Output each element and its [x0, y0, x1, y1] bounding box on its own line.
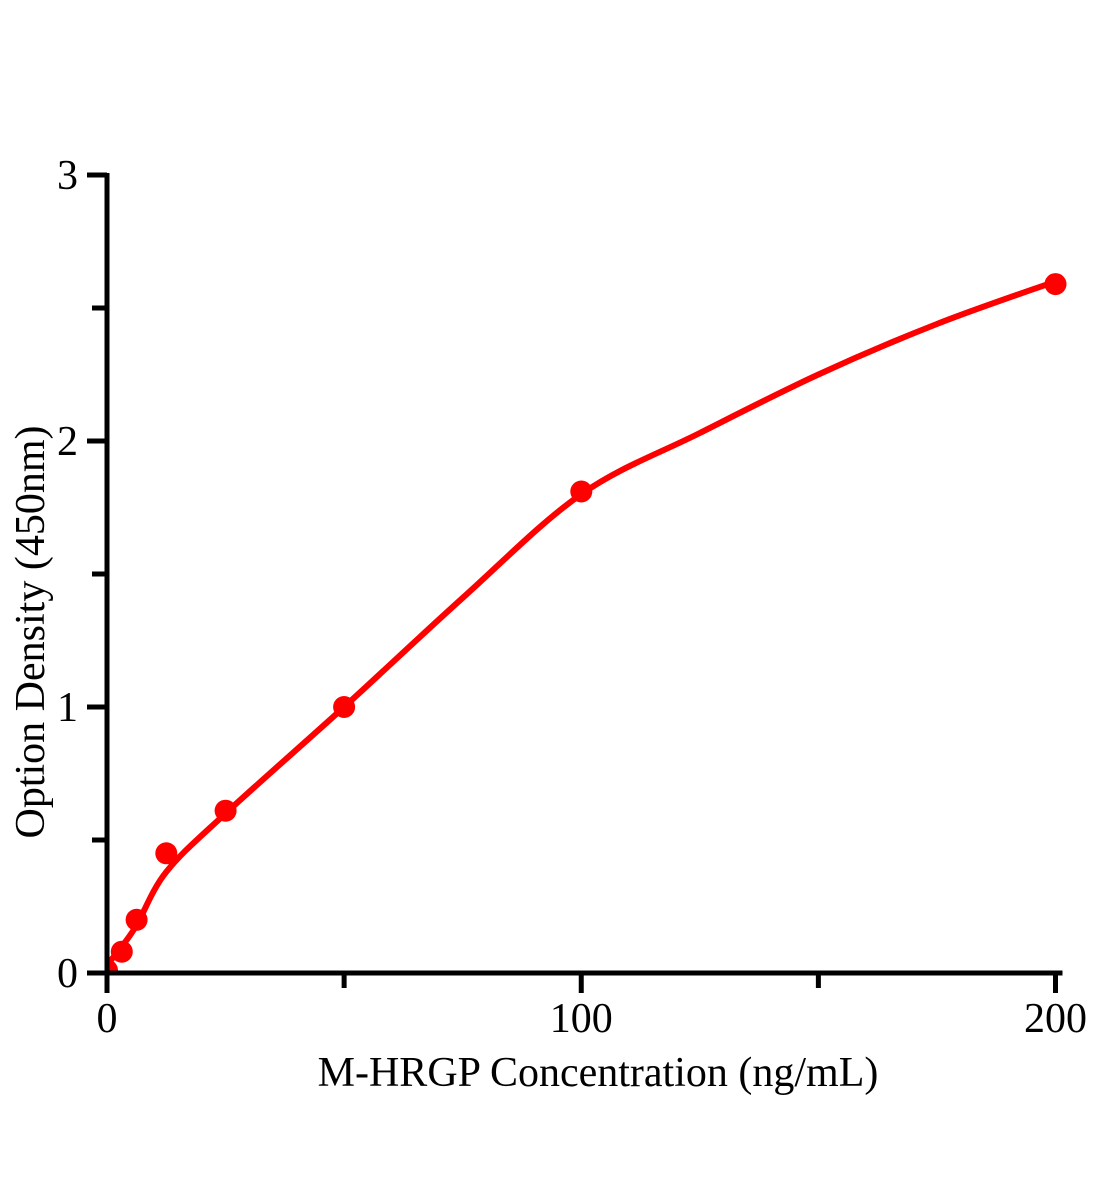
data-point: [125, 908, 148, 931]
x-tick-label: 0: [97, 996, 118, 1042]
data-point: [214, 799, 237, 822]
data-point: [333, 696, 356, 718]
y-tick-label: 1: [57, 685, 78, 731]
y-tick-label: 0: [57, 951, 78, 997]
y-axis-title: Option Density (450nm): [8, 426, 54, 839]
x-axis-title: M-HRGP Concentration (ng/mL): [318, 1050, 879, 1096]
data-series: [104, 273, 1067, 976]
data-point: [155, 842, 178, 865]
data-point: [1044, 273, 1067, 296]
data-point: [110, 940, 133, 963]
axis-ticks: [87, 172, 1058, 993]
fit-curve-line: [104, 278, 1059, 968]
data-point: [570, 480, 593, 503]
y-tick-label: 3: [57, 153, 78, 199]
axes: [104, 173, 1063, 976]
x-tick-label: 100: [550, 996, 613, 1042]
axis-tick-labels: 0 1 2 3 0 100 200: [57, 153, 1087, 1042]
x-tick-label: 200: [1024, 996, 1087, 1042]
y-tick-label: 2: [57, 419, 78, 465]
